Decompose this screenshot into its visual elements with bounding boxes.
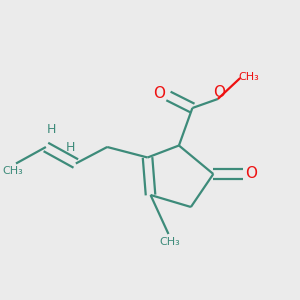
Text: O: O xyxy=(154,86,166,101)
Text: H: H xyxy=(66,141,75,154)
Text: CH₃: CH₃ xyxy=(3,166,23,176)
Text: CH₃: CH₃ xyxy=(160,237,180,248)
Text: H: H xyxy=(47,123,57,136)
Text: CH₃: CH₃ xyxy=(238,71,259,82)
Text: O: O xyxy=(213,85,225,100)
Text: O: O xyxy=(246,167,258,182)
